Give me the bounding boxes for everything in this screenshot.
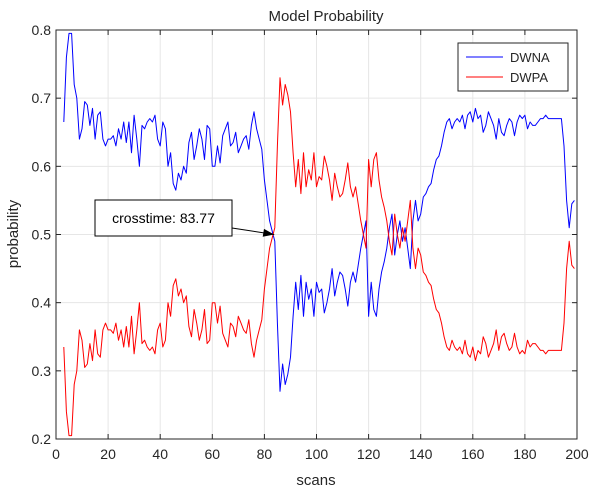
- x-tick-label: 60: [205, 446, 221, 462]
- x-tick-label: 200: [565, 446, 589, 462]
- annotation-arrow-head: [262, 228, 275, 237]
- y-tick-label: 0.5: [32, 227, 52, 243]
- series-layer: [63, 32, 575, 437]
- x-tick-label: 140: [409, 446, 433, 462]
- x-tick-label: 20: [100, 446, 116, 462]
- y-tick-label: 0.4: [32, 295, 52, 311]
- annotation-box: [94, 199, 233, 237]
- x-tick-label: 120: [357, 446, 381, 462]
- series-line-dwpa: [63, 77, 575, 437]
- x-tick-label: 100: [305, 446, 329, 462]
- y-tick-label: 0.3: [32, 363, 52, 379]
- x-tick-label: 160: [461, 446, 485, 462]
- x-tick-label: 80: [257, 446, 273, 462]
- legend-box: [457, 42, 569, 92]
- y-tick-label: 0.6: [32, 158, 52, 174]
- legend: DWNA DWPA: [457, 42, 569, 92]
- axis-ticks: 0 20 40 60 80 100 120 140 160 180 200 0.2 0.3 0.4 0.5 0…: [32, 22, 589, 462]
- annotation: crosstime: 83.77: [94, 199, 275, 237]
- legend-label-dwna: DWNA: [510, 50, 550, 65]
- y-axis-label: probability: [5, 199, 22, 268]
- y-tick-label: 0.8: [32, 22, 52, 38]
- x-tick-label: 40: [152, 446, 168, 462]
- series-line-dwna: [63, 32, 575, 392]
- y-tick-label: 0.7: [32, 90, 52, 106]
- x-tick-label: 180: [513, 446, 537, 462]
- chart-title: Model Probability: [268, 8, 384, 25]
- y-tick-label: 0.2: [32, 431, 52, 447]
- x-tick-label: 0: [52, 446, 60, 462]
- x-axis-label: scans: [296, 472, 335, 489]
- legend-label-dwpa: DWPA: [510, 70, 548, 85]
- annotation-text: crosstime: 83.77: [112, 210, 215, 226]
